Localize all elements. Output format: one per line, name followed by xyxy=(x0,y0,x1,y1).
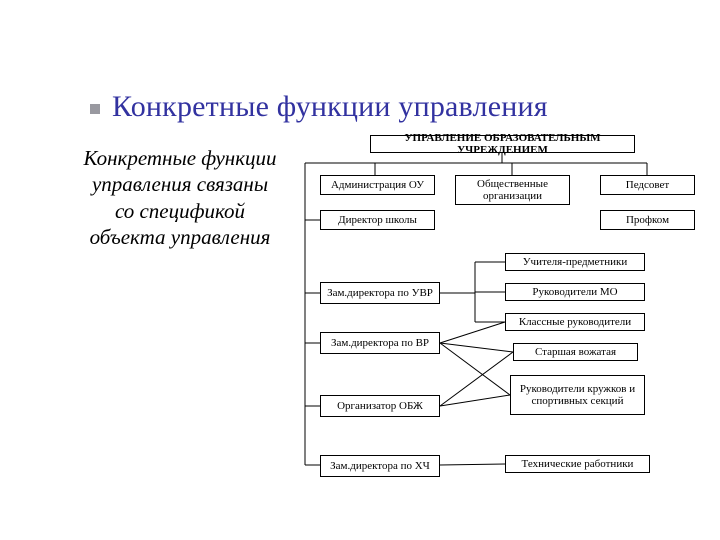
node-uvr: Зам.директора по УВР xyxy=(320,282,440,304)
node-tech: Технические работники xyxy=(505,455,650,473)
org-chart-diagram: УПРАВЛЕНИЕ ОБРАЗОВАТЕЛЬНЫМ УЧРЕЖДЕНИЕМ Ад… xyxy=(285,135,710,520)
node-mo: Руководители МО xyxy=(505,283,645,301)
title-bullet-icon xyxy=(90,104,100,114)
slide-title-bar: Конкретные функции управления xyxy=(90,90,630,126)
node-dir: Директор школы xyxy=(320,210,435,230)
node-vozh: Старшая вожатая xyxy=(513,343,638,361)
node-hch: Зам.директора по ХЧ xyxy=(320,455,440,477)
slide-title: Конкретные функции управления xyxy=(112,90,548,124)
body-paragraph: Конкретные функции управления связаны со… xyxy=(80,145,280,250)
node-obzh: Организатор ОБЖ xyxy=(320,395,440,417)
node-prof: Профком xyxy=(600,210,695,230)
node-kruzh: Руководители кружков и спортивных секций xyxy=(510,375,645,415)
node-admin: Администрация ОУ xyxy=(320,175,435,195)
node-obsh: Общественные организации xyxy=(455,175,570,205)
node-vr: Зам.директора по ВР xyxy=(320,332,440,354)
node-klass: Классные руководители xyxy=(505,313,645,331)
node-peds: Педсовет xyxy=(600,175,695,195)
node-teach: Учителя-предметники xyxy=(505,253,645,271)
node-root: УПРАВЛЕНИЕ ОБРАЗОВАТЕЛЬНЫМ УЧРЕЖДЕНИЕМ xyxy=(370,135,635,153)
